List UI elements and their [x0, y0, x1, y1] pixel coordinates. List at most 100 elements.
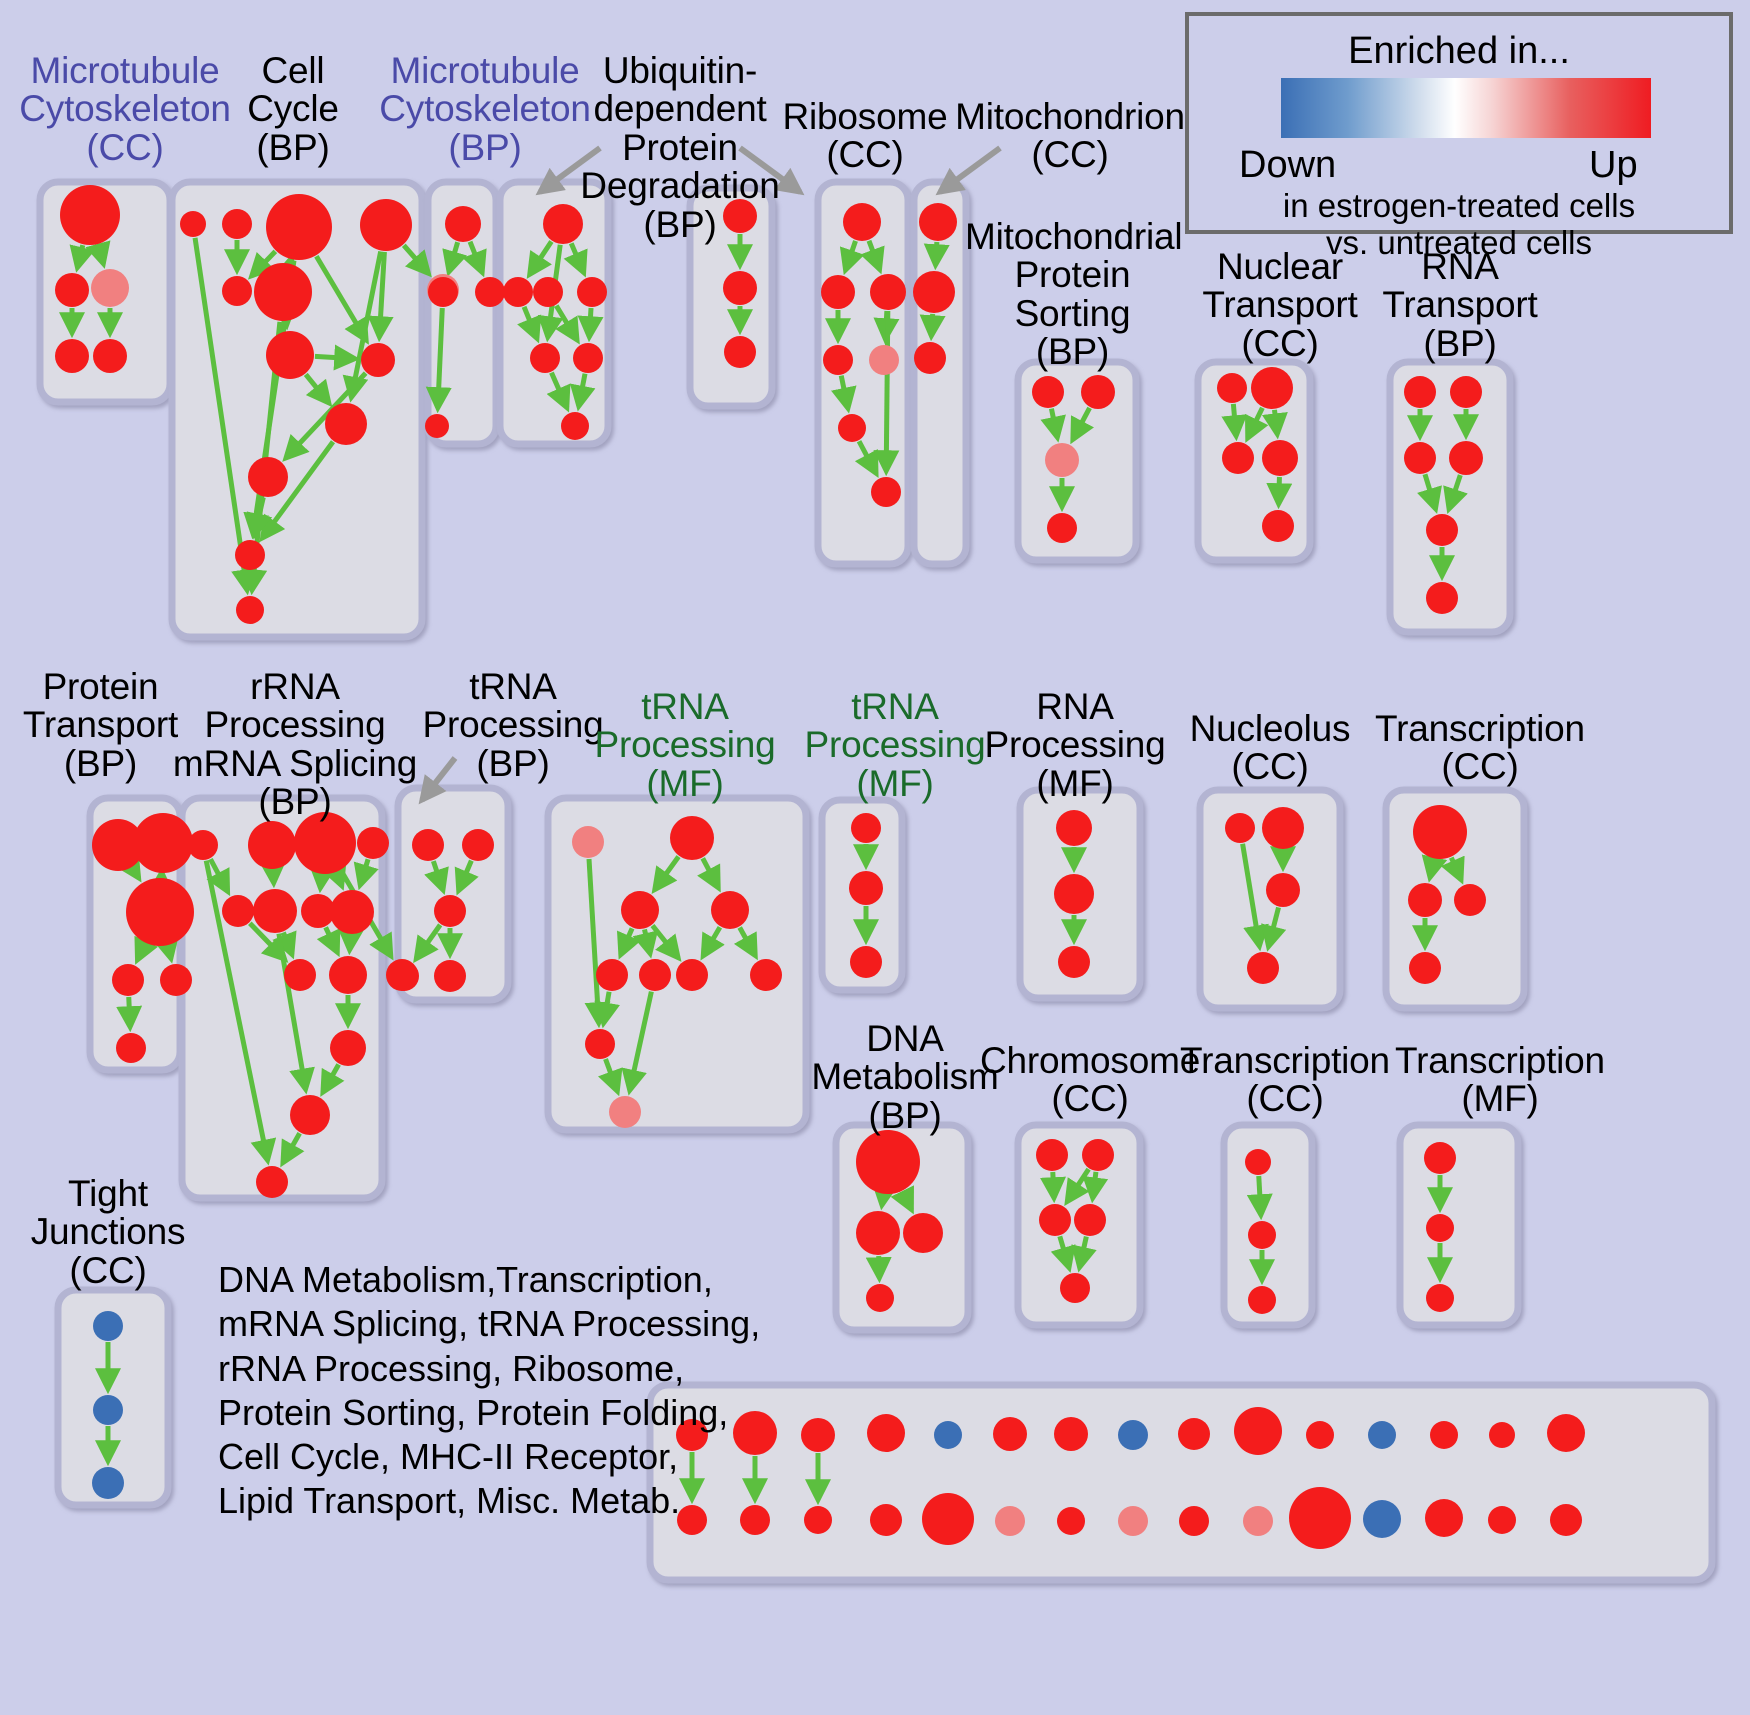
network-node: [329, 956, 367, 994]
cluster-box: [814, 178, 912, 568]
network-node: [676, 959, 708, 991]
network-node: [1081, 375, 1115, 409]
network-node: [1248, 1286, 1276, 1314]
network-edge: [563, 242, 588, 278]
network-node: [533, 277, 563, 307]
cluster-box: [1396, 1121, 1522, 1329]
cluster-label-tight-junctions-cc: Tight Junctions (CC): [30, 1173, 186, 1291]
network-node: [1039, 1204, 1071, 1236]
network-edge: [598, 1058, 623, 1097]
network-node: [1413, 805, 1467, 859]
legend-down-label: Down: [1239, 144, 1337, 186]
network-node: [91, 269, 129, 307]
network-edge: [442, 241, 468, 277]
cluster-box: [646, 1381, 1716, 1584]
cluster-label-ubiquitin-dependent-protein-degradation-bp: Ubiquitin- dependent Protein Degradation…: [580, 50, 780, 245]
network-node: [425, 414, 449, 438]
network-node: [609, 1096, 641, 1128]
legend-panel: Enriched in... Down Up in estrogen-treat…: [1185, 12, 1733, 261]
cluster-box: [54, 1286, 172, 1509]
network-node: [253, 889, 297, 933]
cluster-tight-junctions-cc: [54, 1286, 172, 1509]
network-node: [1118, 1420, 1148, 1450]
network-edge: [116, 996, 143, 1033]
network-node: [1243, 1506, 1273, 1536]
cluster-box: [168, 178, 426, 641]
network-edge: [248, 921, 289, 963]
network-edge: [322, 861, 347, 891]
network-node: [222, 276, 252, 306]
network-node: [870, 274, 906, 310]
network-node: [823, 345, 853, 375]
network-node: [1054, 1417, 1088, 1451]
network-edge: [69, 244, 95, 273]
network-edge: [116, 853, 142, 883]
cluster-label-mitochondrial-protein-sorting-bp: Mitochondrial Protein Sorting (BP): [965, 216, 1183, 373]
network-node: [1550, 1504, 1582, 1536]
cluster-mitochondrial-protein-sorting-bp: [1014, 358, 1140, 564]
network-edge: [280, 1132, 305, 1168]
network-node: [503, 277, 533, 307]
network-node: [284, 959, 316, 991]
network-node: [1266, 873, 1300, 907]
network-node: [639, 959, 671, 991]
network-node: [1426, 1284, 1454, 1312]
cluster-box: [910, 178, 970, 568]
network-node: [180, 211, 206, 237]
network-node: [330, 1030, 366, 1066]
network-node: [577, 277, 607, 307]
network-edge: [1040, 1171, 1067, 1204]
network-node: [360, 199, 412, 251]
network-edge: [259, 861, 286, 889]
network-edge: [577, 307, 604, 343]
network-node: [475, 277, 505, 307]
network-node: [427, 274, 459, 306]
network-node: [1251, 367, 1293, 409]
cluster-label-microtubule-cytoskeleton-bp: Microtubule Cytoskeleton (BP): [379, 50, 591, 168]
cluster-label-trna-processing-mf-1: tRNA Processing (MF): [594, 686, 776, 804]
network-node: [133, 813, 193, 873]
network-node: [1454, 884, 1486, 916]
network-edge: [203, 860, 277, 1166]
network-node: [248, 457, 288, 497]
legend-color-bar: [1281, 78, 1651, 138]
network-edge: [401, 243, 432, 278]
cluster-misc-combined-cluster: [646, 1381, 1716, 1584]
network-node: [801, 1418, 835, 1452]
cluster-box: [36, 178, 174, 406]
network-node: [55, 339, 89, 373]
network-node: [1363, 1500, 1401, 1538]
cluster-microtubule-cytoskeleton-cc: [36, 178, 174, 406]
network-node: [1408, 883, 1442, 917]
network-edge: [282, 371, 368, 462]
network-node: [1179, 1506, 1209, 1536]
network-edge: [594, 991, 620, 1029]
network-node: [256, 1166, 288, 1198]
network-edge: [865, 1255, 892, 1284]
cluster-rna-transport-bp: [1386, 358, 1514, 636]
network-edge: [413, 923, 443, 964]
network-edge: [569, 373, 596, 412]
network-edge: [546, 371, 571, 413]
cluster-transcription-cc-top: [1382, 786, 1528, 1012]
network-node: [160, 964, 192, 996]
network-node: [1247, 952, 1279, 984]
network-edge: [860, 239, 885, 275]
network-node: [254, 263, 312, 321]
cluster-label-rna-processing-mf: RNA Processing (MF): [984, 686, 1166, 804]
network-edge: [584, 858, 611, 1029]
network-node: [922, 1493, 974, 1545]
network-edge: [697, 857, 721, 893]
network-node: [1449, 441, 1483, 475]
network-node: [386, 959, 418, 991]
network-node: [871, 477, 901, 507]
network-edge: [206, 857, 231, 897]
network-node: [1424, 1142, 1456, 1174]
network-edge: [424, 860, 449, 896]
network-edge: [1421, 854, 1448, 883]
cluster-nuclear-transport-cc: [1194, 358, 1314, 564]
cluster-trna-processing-mf-2: [818, 796, 906, 994]
network-node: [843, 203, 881, 241]
network-node: [1547, 1414, 1585, 1452]
